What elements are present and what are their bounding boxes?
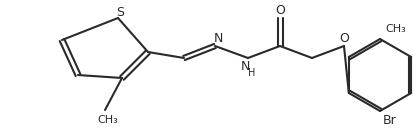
Text: O: O <box>339 31 349 45</box>
Text: Br: Br <box>383 114 397 127</box>
Text: S: S <box>116 6 124 19</box>
Text: CH₃: CH₃ <box>97 115 118 125</box>
Text: N: N <box>240 60 250 72</box>
Text: CH₃: CH₃ <box>385 24 406 34</box>
Text: H: H <box>248 68 256 78</box>
Text: O: O <box>275 4 285 18</box>
Text: N: N <box>213 31 223 45</box>
